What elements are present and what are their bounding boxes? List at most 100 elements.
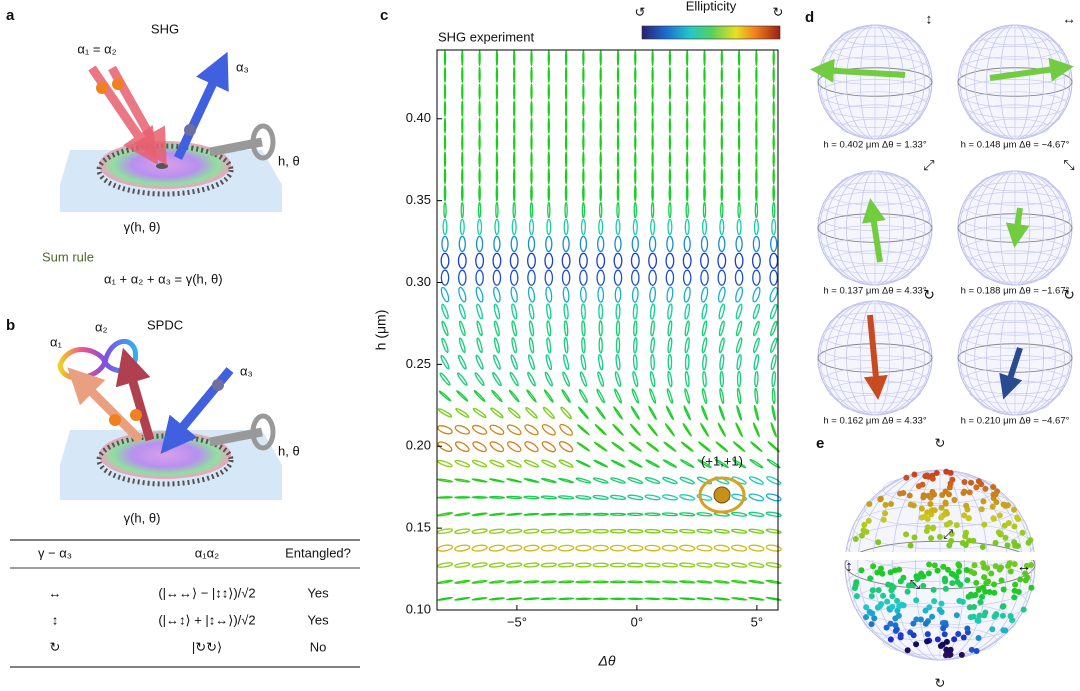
polarization-ellipse xyxy=(631,286,639,303)
polarization-ellipse xyxy=(737,49,741,67)
polarization-ellipse xyxy=(668,168,672,185)
state-dot xyxy=(923,527,930,534)
polarization-ellipse xyxy=(563,354,570,371)
polarization-ellipse xyxy=(668,201,672,219)
polarization-ellipse xyxy=(506,580,523,584)
polarization-ellipse xyxy=(613,388,623,404)
polarization-ellipse xyxy=(613,252,623,269)
polarization-ellipse xyxy=(461,66,464,84)
polarization-ellipse xyxy=(557,544,575,552)
polarization-ellipse xyxy=(528,337,535,354)
polarization-ellipse xyxy=(667,303,673,320)
polarization-ellipse xyxy=(582,49,585,67)
polarization-ellipse xyxy=(441,235,449,253)
polarization-ellipse xyxy=(736,387,742,405)
shg-device xyxy=(60,51,282,212)
state-dot xyxy=(892,627,899,634)
polarization-ellipse xyxy=(441,303,449,320)
polarization-ellipse xyxy=(718,235,726,253)
polarization-ellipse xyxy=(735,320,743,337)
polarization-ellipse xyxy=(471,562,488,568)
polarization-ellipse xyxy=(698,441,711,453)
state-dot xyxy=(955,568,962,575)
polarization-ellipse xyxy=(686,151,689,168)
state-dot xyxy=(1010,506,1017,513)
polarization-ellipse xyxy=(454,562,471,568)
latitude xyxy=(980,27,1050,46)
state-dot xyxy=(945,491,952,498)
polarization-ellipse xyxy=(540,495,557,500)
state-dot xyxy=(962,533,969,540)
polarization-ellipse xyxy=(510,354,518,370)
polarization-ellipse xyxy=(461,117,464,134)
polarization-ellipse xyxy=(613,406,623,420)
polarization-ellipse xyxy=(564,117,568,134)
state-dot xyxy=(869,610,876,617)
polarization-ellipse xyxy=(564,49,568,67)
polarization-ellipse xyxy=(530,100,533,117)
polarization-ellipse xyxy=(495,168,499,185)
state-dot xyxy=(907,501,914,508)
latitude xyxy=(980,173,1050,192)
polarization-ellipse xyxy=(769,252,779,269)
polarization-ellipse xyxy=(598,320,603,337)
polarization-ellipse xyxy=(696,528,713,534)
polarization-ellipse xyxy=(564,66,568,84)
polarization-ellipse xyxy=(488,512,505,517)
polarization-ellipse xyxy=(547,83,550,100)
polarization-ellipse xyxy=(634,117,637,134)
polarization-ellipse xyxy=(701,337,708,354)
state-dot xyxy=(897,632,904,639)
polarization-ellipse xyxy=(564,100,568,117)
polarization-ellipse xyxy=(684,388,691,404)
state-dot xyxy=(977,599,984,606)
axis-label: ⤢ xyxy=(943,526,953,541)
sphere-caption: h = 0.402 μm Δθ = 1.33° xyxy=(823,140,926,151)
panel-label: a xyxy=(6,7,15,24)
colorbar-icon: ↺ xyxy=(635,4,646,19)
state-dot xyxy=(1005,519,1012,526)
polarization-ellipse xyxy=(546,303,552,320)
sphere-caption: h = 0.137 μm Δθ = 4.33° xyxy=(823,286,926,297)
polarization-ellipse xyxy=(645,459,660,468)
state-dot xyxy=(981,564,988,571)
state-dot xyxy=(1011,561,1018,568)
state-dot xyxy=(909,582,916,589)
polarization-ellipse xyxy=(523,528,540,534)
polarization-ellipse xyxy=(616,201,620,219)
polarization-ellipse xyxy=(509,252,519,269)
polarization-ellipse xyxy=(632,303,638,320)
polarization-ellipse xyxy=(686,117,689,134)
polarization-ellipse xyxy=(736,405,743,421)
polarization-ellipse xyxy=(599,100,602,117)
state-dot xyxy=(922,620,929,627)
polarization-ellipse xyxy=(443,66,447,84)
polarization-ellipse xyxy=(614,286,622,303)
polarization-ellipse xyxy=(512,201,516,219)
polarization-ellipse xyxy=(558,459,574,468)
table-cell: Yes xyxy=(307,585,329,600)
polarization-ellipse xyxy=(644,562,661,568)
polarization-ellipse xyxy=(454,579,471,584)
polarization-ellipse xyxy=(629,423,641,437)
state-dot xyxy=(897,578,904,585)
latitude xyxy=(969,182,1061,206)
polarization-ellipse xyxy=(575,562,592,568)
polarization-ellipse xyxy=(634,100,637,117)
state-dot xyxy=(911,471,918,478)
state-dot xyxy=(971,603,978,610)
polarization-ellipse xyxy=(523,459,540,468)
polarization-ellipse xyxy=(443,151,447,168)
state-dot xyxy=(933,470,940,477)
state-arrow xyxy=(1005,207,1030,248)
x-tick-label: 5° xyxy=(751,614,763,629)
state-dot xyxy=(880,516,887,523)
polarization-ellipse xyxy=(540,580,557,584)
polarization-ellipse xyxy=(737,168,741,185)
state-dot xyxy=(990,515,997,522)
polarization-ellipse xyxy=(476,303,483,320)
polarization-ellipse xyxy=(443,83,447,100)
polarization-ellipse xyxy=(731,596,748,601)
polarization-ellipse xyxy=(457,252,467,269)
polarization-ellipse xyxy=(493,235,501,253)
